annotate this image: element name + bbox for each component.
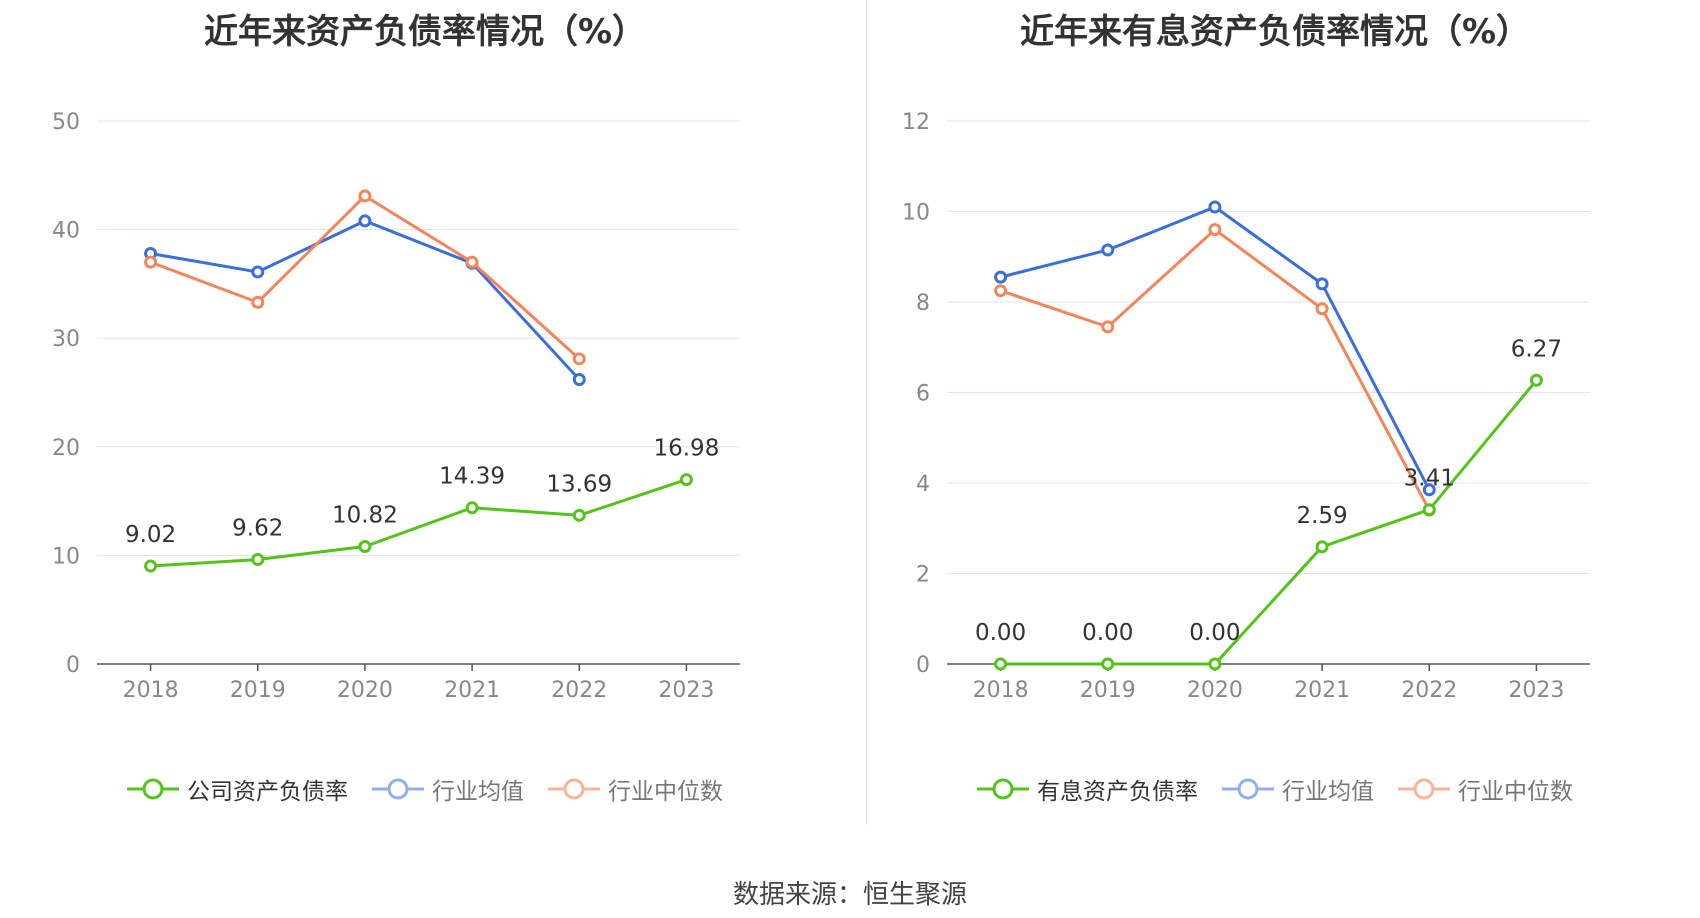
x-tick-label: 2023 (1508, 678, 1564, 703)
data-point (572, 372, 586, 386)
data-point (358, 214, 372, 228)
y-tick-label: 2 (916, 563, 930, 588)
x-tick-label: 2023 (658, 678, 714, 703)
data-label: 2.59 (1296, 503, 1347, 529)
legend-label: 有息资产负债率 (1037, 779, 1198, 805)
data-point (1101, 657, 1115, 671)
data-point (1422, 503, 1436, 517)
data-point (465, 501, 479, 515)
data-point (465, 255, 479, 269)
y-tick-label: 0 (916, 653, 930, 678)
debt-ratio-chart: 0 10 20 30 40 50 2018 2019 2020 2021 2022 2023 9.02 9… (52, 110, 740, 703)
data-point (1101, 243, 1115, 257)
legend-line-marker-icon (548, 778, 600, 800)
data-label: 9.02 (125, 522, 176, 548)
left-chart-panel: 近年来资产负债率情况（%） 0 10 20 30 40 50 2018 2019 2020 202… (0, 0, 850, 830)
x-tick-label: 2019 (230, 678, 286, 703)
legend-item-industry-median[interactable]: 行业中位数 (548, 772, 723, 806)
data-point (1422, 483, 1436, 497)
data-point (1208, 657, 1222, 671)
legend-label: 行业中位数 (1458, 779, 1573, 805)
legend-item-industry-mean[interactable]: 行业均值 (372, 772, 524, 806)
chart-title: 近年来资产负债率情况（%） (203, 12, 647, 52)
data-point (144, 559, 158, 573)
data-point (572, 508, 586, 522)
data-source-note: 数据来源：恒生聚源 (732, 880, 967, 910)
data-point (1208, 223, 1222, 237)
x-tick-label: 2021 (1294, 678, 1350, 703)
series-line (1000, 205, 1431, 491)
legend-line-marker-icon (977, 778, 1029, 800)
legend-label: 行业均值 (432, 779, 524, 805)
y-tick-label: 10 (902, 201, 930, 226)
data-label: 16.98 (653, 436, 719, 462)
data-label: 14.39 (439, 464, 505, 490)
panel-divider (866, 0, 867, 825)
data-point (1208, 200, 1222, 214)
y-tick-label: 50 (52, 110, 80, 135)
x-tick-label: 2018 (973, 678, 1029, 703)
legend-item-company[interactable]: 有息资产负债率 (977, 772, 1198, 806)
y-tick-label: 30 (52, 327, 80, 352)
data-point (358, 539, 372, 553)
x-tick-label: 2018 (123, 678, 179, 703)
y-tick-label: 6 (916, 382, 930, 407)
data-point (251, 295, 265, 309)
data-label: 10.82 (332, 502, 398, 528)
legend-label: 行业中位数 (608, 779, 723, 805)
series-line (150, 478, 687, 568)
data-point (572, 352, 586, 366)
y-tick-label: 0 (66, 653, 80, 678)
legend-line-marker-icon (372, 778, 424, 800)
y-tick-label: 4 (916, 472, 930, 497)
legend-label: 公司资产负债率 (187, 779, 348, 805)
data-point (144, 255, 158, 269)
data-point (1315, 277, 1329, 291)
data-label: 0.00 (1189, 620, 1240, 646)
data-point (679, 473, 693, 487)
x-tick-label: 2021 (444, 678, 500, 703)
right-chart-panel: 近年来有息资产负债率情况（%） 0 2 4 6 8 10 12 2018 2019 2020 202… (850, 0, 1700, 830)
data-point (251, 265, 265, 279)
series-line (1000, 228, 1431, 511)
legend-line-marker-icon (1398, 778, 1450, 800)
x-tick-label: 2022 (1401, 678, 1457, 703)
y-tick-label: 8 (916, 291, 930, 316)
legend: 有息资产负债率 行业均值 行业中位数 (850, 772, 1700, 806)
data-label: 6.27 (1511, 336, 1562, 362)
legend-item-industry-median[interactable]: 行业中位数 (1398, 772, 1573, 806)
y-tick-label: 12 (902, 110, 930, 135)
data-point (994, 657, 1008, 671)
data-label: 0.00 (1082, 620, 1133, 646)
y-tick-label: 40 (52, 219, 80, 244)
x-tick-label: 2019 (1080, 678, 1136, 703)
legend-line-marker-icon (127, 778, 179, 800)
data-label: 3.41 (1404, 466, 1455, 492)
data-point (358, 189, 372, 203)
legend: 公司资产负债率 行业均值 行业中位数 (0, 772, 850, 806)
data-point (1529, 373, 1543, 387)
legend-label: 行业均值 (1282, 779, 1374, 805)
y-tick-label: 20 (52, 436, 80, 461)
chart-title: 近年来有息资产负债率情况（%） (1019, 12, 1531, 52)
legend-line-marker-icon (1222, 778, 1274, 800)
data-point (251, 553, 265, 567)
data-label: 0.00 (975, 620, 1026, 646)
x-tick-label: 2020 (1187, 678, 1243, 703)
interest-bearing-debt-ratio-chart: 0 2 4 6 8 10 12 2018 2019 2020 2021 2022 2023 0.00 0.0… (902, 110, 1590, 703)
data-point (994, 270, 1008, 284)
legend-item-company[interactable]: 公司资产负债率 (127, 772, 348, 806)
data-label: 13.69 (546, 471, 612, 497)
data-point (1101, 320, 1115, 334)
data-point (1315, 302, 1329, 316)
data-label: 9.62 (232, 516, 283, 542)
data-point (1315, 540, 1329, 554)
legend-item-industry-mean[interactable]: 行业均值 (1222, 772, 1374, 806)
y-tick-label: 10 (52, 544, 80, 569)
x-tick-label: 2022 (551, 678, 607, 703)
data-point (994, 284, 1008, 298)
series-line (1000, 379, 1538, 666)
x-tick-label: 2020 (337, 678, 393, 703)
